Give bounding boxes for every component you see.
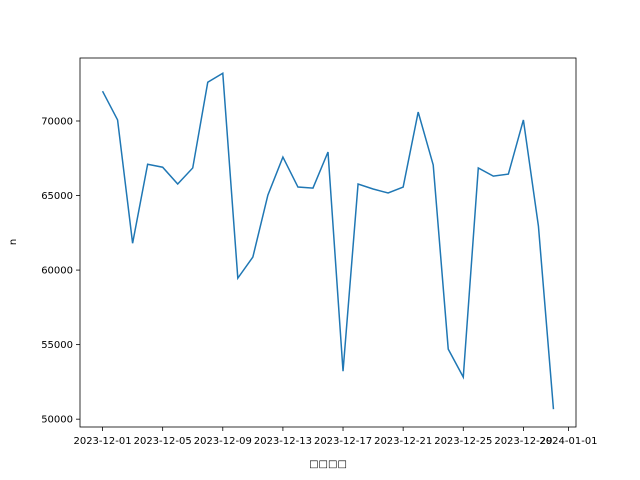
x-tick-label: 2023-12-01 [73,436,131,447]
y-tick-label: 60000 [41,266,73,277]
x-axis-label: □□□□ [309,459,347,470]
x-tick-label: 2023-12-25 [434,436,492,447]
x-tick-label: 2023-12-21 [374,436,432,447]
x-tick-label: 2023-12-09 [194,436,252,447]
y-axis-label: n [8,239,19,245]
y-tick-label: 55000 [41,340,73,351]
y-tick-label: 50000 [41,415,73,426]
plot-frame [79,57,577,428]
x-tick-label: 2023-12-05 [134,436,192,447]
x-tick-label: 2023-12-29 [494,436,552,447]
x-tick-label: 2023-12-17 [314,436,372,447]
x-tick-label: 2023-12-13 [254,436,312,447]
line [101,72,555,410]
x-tick-label: 2024-01-01 [539,436,597,447]
y-tick-label: 65000 [41,191,73,202]
y-tick-label: 70000 [41,116,73,127]
